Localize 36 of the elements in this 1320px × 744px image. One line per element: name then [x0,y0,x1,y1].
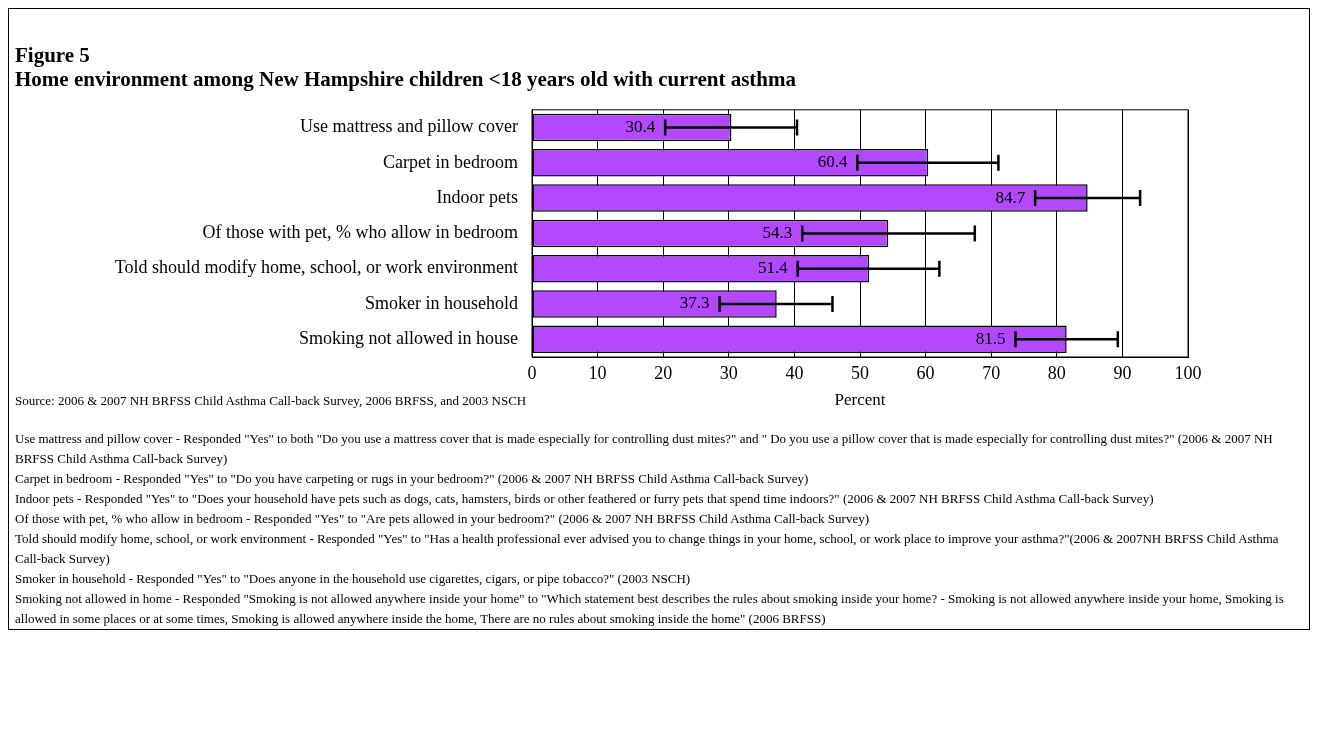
x-axis-title: Percent [834,390,886,410]
text: Indoor pets - Responded "Yes" to "Does your household have pets such as dogs, cats, hamsters, birds or other feathered or furry pets that spend time indoors?" (2006 & 2007 NH BRFSS Child Asthma Call-back Survey) [15,490,1155,508]
data-label: 84.7 [995,187,1026,207]
data-label: 30.4 [625,116,656,136]
y-tick-label: Smoker in household [365,292,518,313]
x-tick-label: 30 [719,362,738,383]
data-label: 81.5 [975,328,1006,348]
data-label: 54.3 [762,222,793,242]
y-tick-label: Of those with pet, % who allow in bedroom [202,222,518,243]
text: Smoking not allowed in home - Responded "Smoking is not allowed anywhere inside your home" to "Which statement best describes the rules about smoking inside your home? - Smoking is not allowed anywhere inside your home, Smoking is allowed in some places or at some times, Smoking is allowed anywhere inside the home, There are no rules about smoking inside the home" (2006 BRFSS) [15,590,1285,628]
x-tick-label: 50 [851,362,869,383]
x-tick-label: 70 [982,362,1001,383]
x-tick-label: 60 [916,362,935,383]
text: Figure 5 [15,43,91,67]
chart-subtitle: Home environment among New Hampshire children <18 years old with current asthma [15,67,797,91]
y-tick-label: Carpet in bedroom [383,151,518,172]
text: Of those with pet, % who allow in bedroom - Responded "Yes" to "Are pets allowed in your bedroom?" (2006 & 2007 NH BRFSS Child Asthma Call-back Survey) [15,510,870,528]
x-tick-label: 90 [1113,362,1132,383]
y-tick-label: Told should modify home, school, or work environment [114,257,518,278]
text: Smoker in household - Responded "Yes" to "Does anyone in the household use cigarettes, cigars, or pipe tobacco?" (2003 NSCH) [15,570,692,588]
x-tick-label: 40 [785,362,804,383]
x-tick-label: 20 [654,362,673,383]
data-label: 60.4 [817,152,848,172]
text: Carpet in bedroom - Responded "Yes" to "Do you have carpeting or rugs in your bedroom?" (2006 & 2007 NH BRFSS Child Asthma Call-back Survey) [15,470,810,488]
y-tick-label: Indoor pets [436,186,518,207]
data-label: 51.4 [757,258,789,278]
x-tick-label: 100 [1174,362,1202,383]
x-tick-label: 10 [588,362,607,383]
x-tick-label: 0 [527,362,537,383]
data-label: 37.3 [679,293,710,313]
x-tick-label: 80 [1047,362,1066,383]
source-note: Source: 2006 & 2007 NH BRFSS Child Asthma Call-back Survey, 2006 BRFSS, and 2003 NSCH [15,393,527,408]
text: Use mattress and pillow cover - Responded "Yes" to both "Do you use a mattress cover that is made especially for controlling dust mites?" and " Do you use a pillow cover that is made especially for controlling dust mites?" (2006 & 2007 NH BRFSS Child Asthma Call-back Survey) [15,430,1274,468]
y-tick-label: Smoking not allowed in house [299,328,518,349]
y-tick-label: Use mattress and pillow cover [300,116,518,137]
text: Told should modify home, school, or work environment - Responded "Yes" to "Has a health professional ever advised you to change things in your home, school, or work place to improve your asthma?"(2006 & 2007NH BRFSS Child Asthma Call-back Survey) [15,530,1280,568]
